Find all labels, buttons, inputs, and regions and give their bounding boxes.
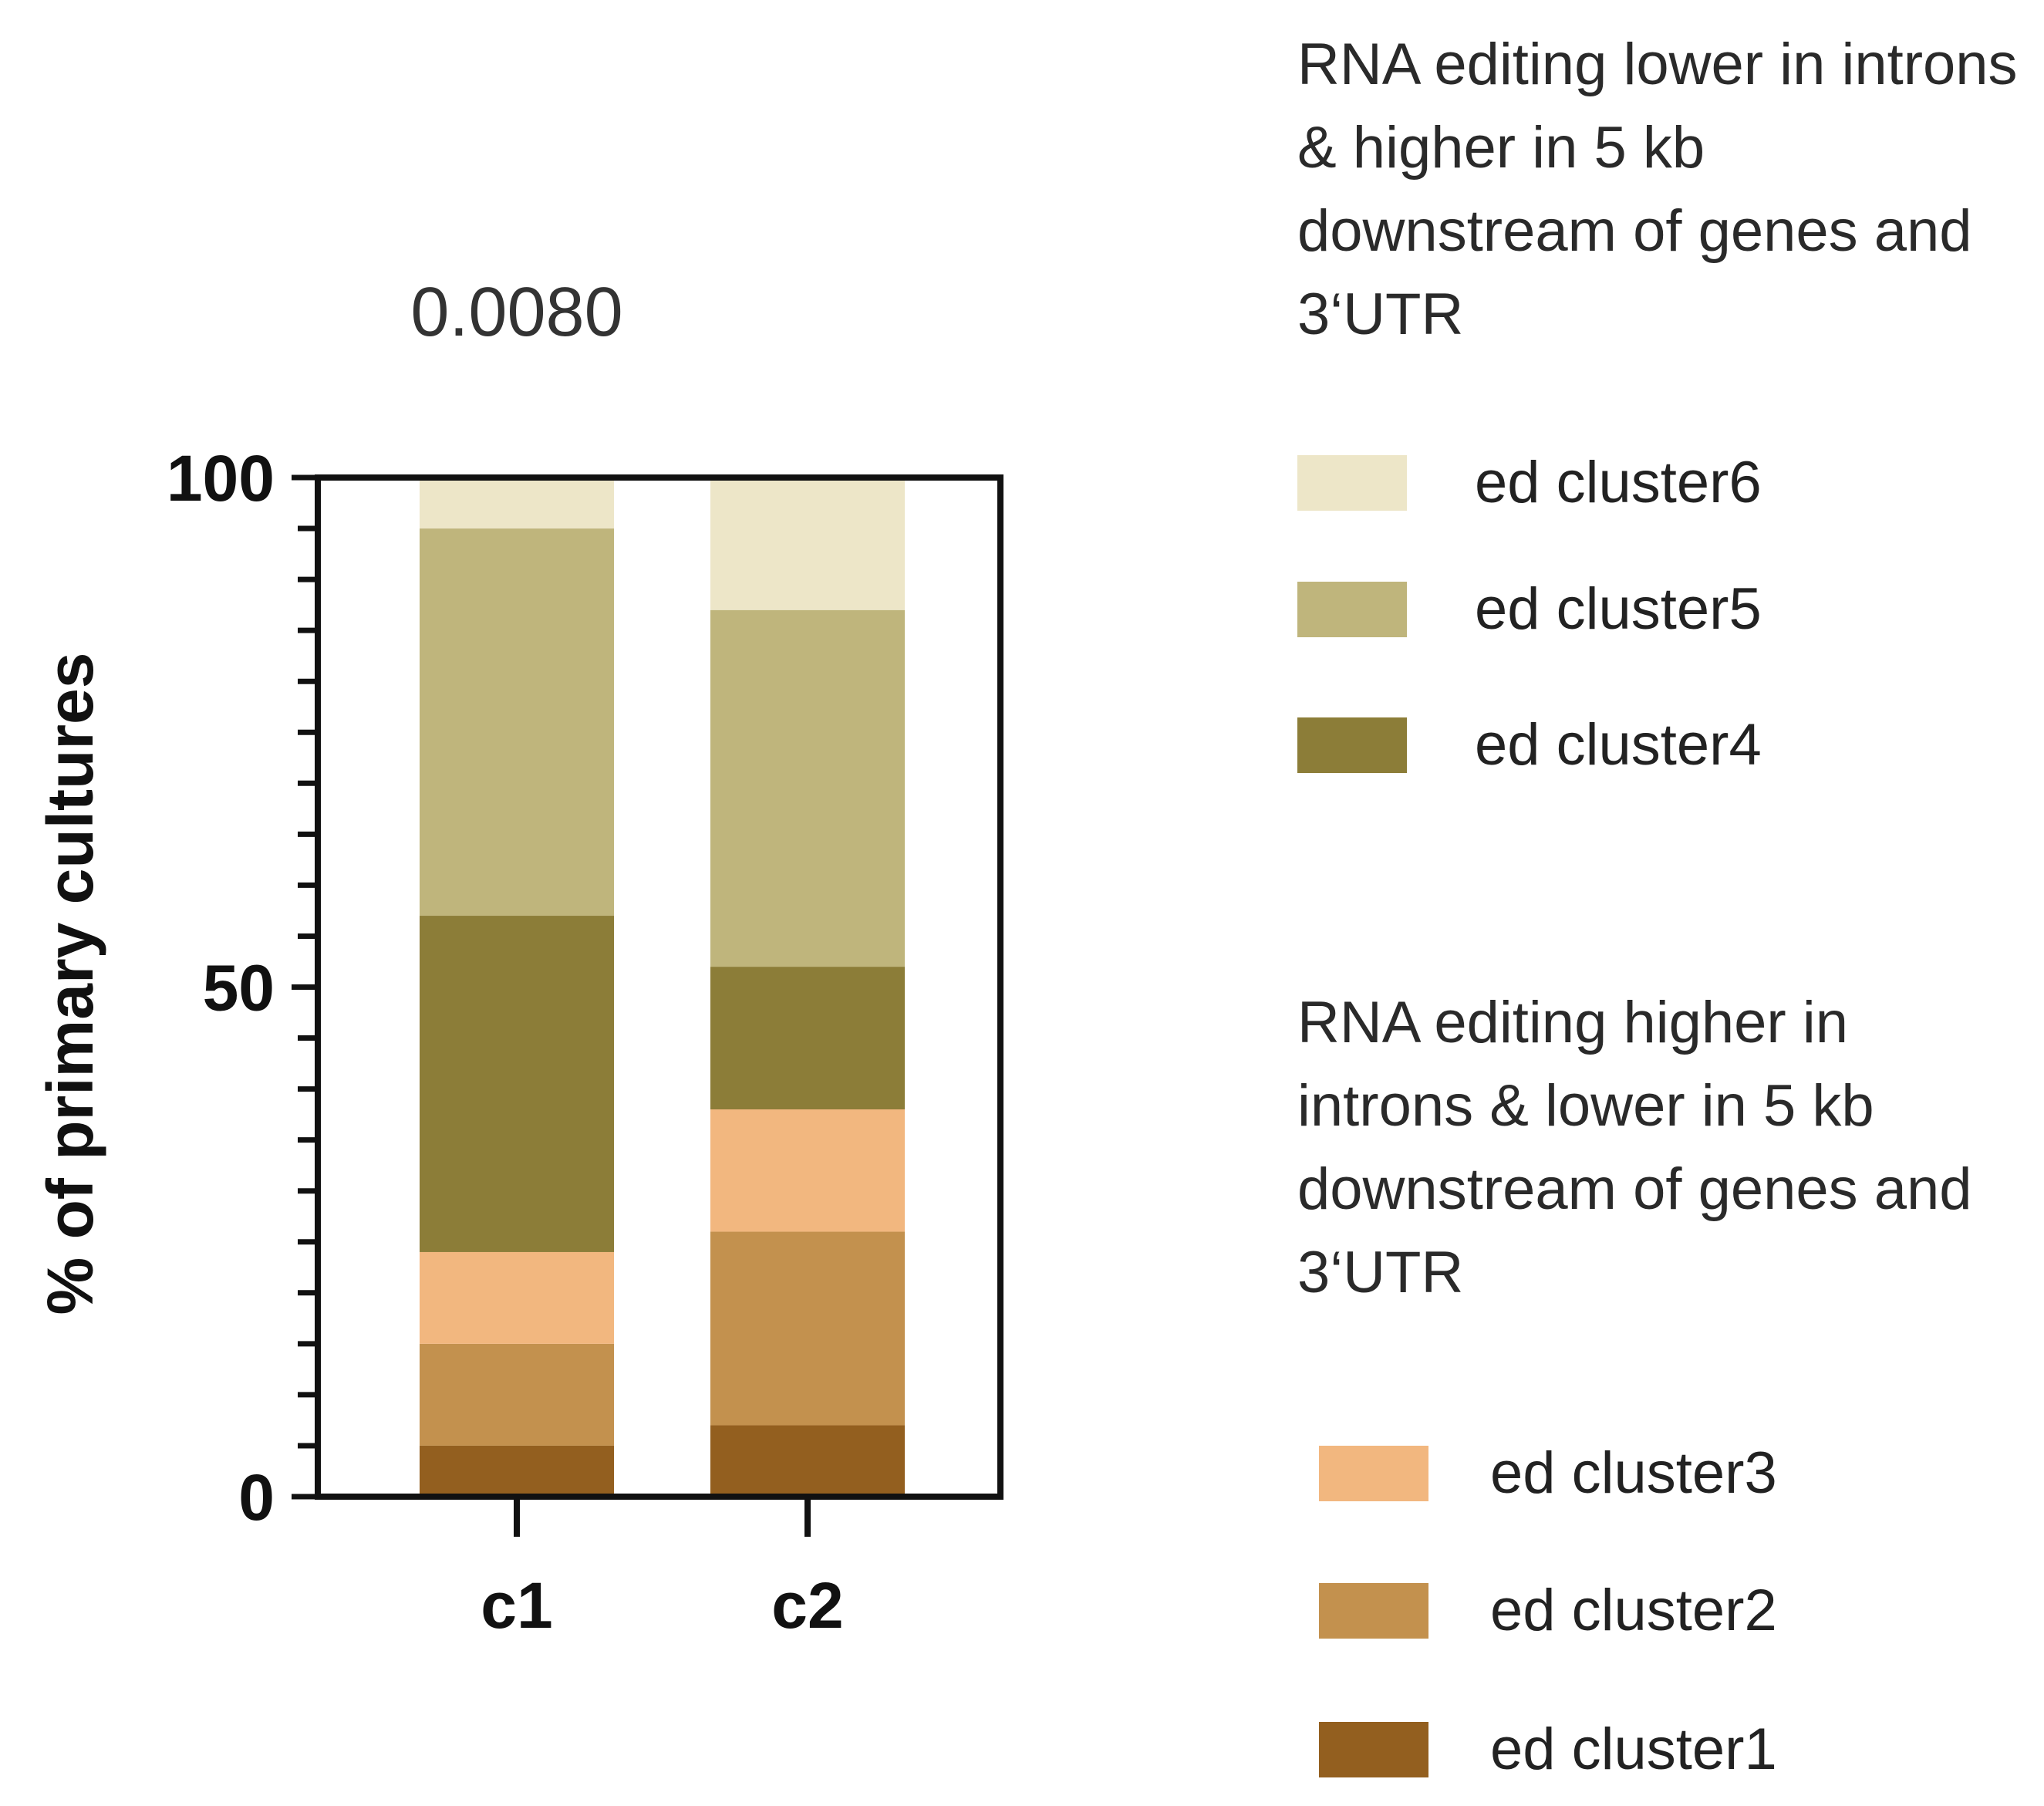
- legend-group-title-2: RNA editing higher in introns & lower in…: [1297, 990, 1972, 1305]
- bar-c1-cluster3: [420, 1251, 614, 1344]
- legend-label: ed cluster4: [1475, 712, 1762, 778]
- y-tick-label-100: 100: [167, 442, 275, 515]
- legend-swatch: [1297, 582, 1407, 637]
- axes: [292, 474, 1003, 1537]
- bar-c2-cluster4: [710, 967, 905, 1110]
- y-tick-label-0: 0: [238, 1461, 275, 1534]
- legend-label: ed cluster6: [1475, 450, 1762, 515]
- bar-c1-cluster2: [420, 1343, 614, 1446]
- legend-swatch: [1319, 1583, 1428, 1639]
- legend-label: ed cluster5: [1475, 576, 1762, 642]
- chart-title: 0.0080: [410, 274, 622, 351]
- legend-label: ed cluster3: [1490, 1440, 1777, 1506]
- legend-group-title-1: RNA editing lower in introns & higher in…: [1297, 32, 2018, 347]
- bar-c2-cluster3: [710, 1109, 905, 1232]
- bar-c1-cluster6: [420, 478, 614, 529]
- bar-c1-cluster4: [420, 916, 614, 1252]
- bar-c1-cluster5: [420, 528, 614, 917]
- legend-swatch: [1319, 1446, 1428, 1501]
- x-tick-label-c2: c2: [771, 1569, 843, 1642]
- legend-swatch: [1297, 455, 1407, 511]
- y-axis-label: % of primary cultures: [34, 653, 106, 1315]
- bar-c2-cluster1: [710, 1425, 905, 1497]
- bar-c2-cluster6: [710, 478, 905, 610]
- legend-swatch: [1319, 1722, 1428, 1777]
- stacked-bar-chart: 0.0080 % of primary cultures 0 50 100 c1 c2: [34, 274, 1003, 1642]
- y-tick-label-50: 50: [203, 952, 275, 1025]
- legend-label: ed cluster2: [1490, 1578, 1777, 1643]
- legend-label: ed cluster1: [1490, 1717, 1777, 1782]
- tick-labels: 0 50 100 c1 c2: [167, 442, 844, 1642]
- bar-c1-cluster1: [420, 1445, 614, 1497]
- legend-swatch: [1297, 717, 1407, 773]
- bar-segments: [420, 478, 905, 1497]
- bar-c2-cluster5: [710, 609, 905, 967]
- x-tick-label-c1: c1: [481, 1569, 552, 1642]
- bar-c2-cluster2: [710, 1231, 905, 1426]
